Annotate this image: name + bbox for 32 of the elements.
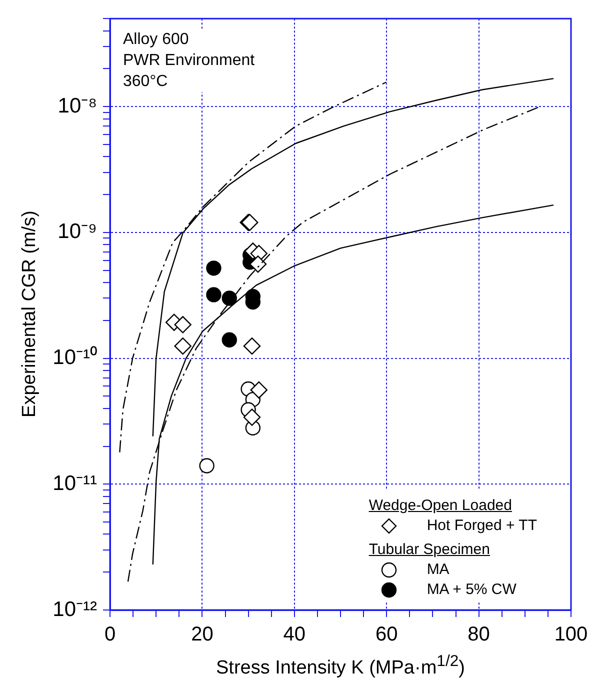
x-axis-title: Stress Intensity K (MPa·m$^{1/2}$)	[216, 653, 466, 680]
x-tick-label: 60	[375, 624, 398, 646]
point	[243, 337, 261, 355]
legend-label: MA + 5% CW	[426, 580, 516, 600]
x-tick-label: 100	[554, 624, 588, 646]
y-tick-label: 10⁻⁸	[58, 94, 97, 118]
annotation: 360°C	[123, 72, 168, 90]
y-axis-title: Experimental CGR (m/s)	[19, 210, 41, 418]
point	[222, 332, 237, 348]
x-tick-label: 0	[104, 624, 116, 646]
point	[243, 408, 261, 426]
annotation: Tubular Specimen	[368, 540, 491, 560]
y-tick-label: 10⁻¹⁰	[52, 346, 97, 370]
annotation: Alloy 600	[123, 30, 189, 48]
point	[174, 316, 192, 334]
x-tick-label: 20	[191, 624, 214, 646]
point	[174, 337, 192, 355]
annotation: PWR Environment	[123, 52, 255, 69]
annotation: Wedge-Open Loaded	[368, 496, 513, 516]
y-tick-label: 10⁻¹²	[52, 598, 97, 621]
point	[222, 290, 237, 306]
legend-label: MA	[426, 560, 450, 580]
legend-label: Hot Forged + TT	[426, 516, 537, 536]
point	[206, 287, 222, 302]
y-tick-label: 10⁻¹¹	[52, 472, 97, 495]
y-tick-label: 10⁻⁹	[58, 220, 97, 244]
x-tick-label: 80	[468, 624, 490, 646]
point	[206, 260, 222, 276]
point	[199, 458, 214, 474]
point	[250, 381, 268, 399]
point	[249, 256, 267, 273]
x-tick-label: 40	[283, 624, 306, 646]
